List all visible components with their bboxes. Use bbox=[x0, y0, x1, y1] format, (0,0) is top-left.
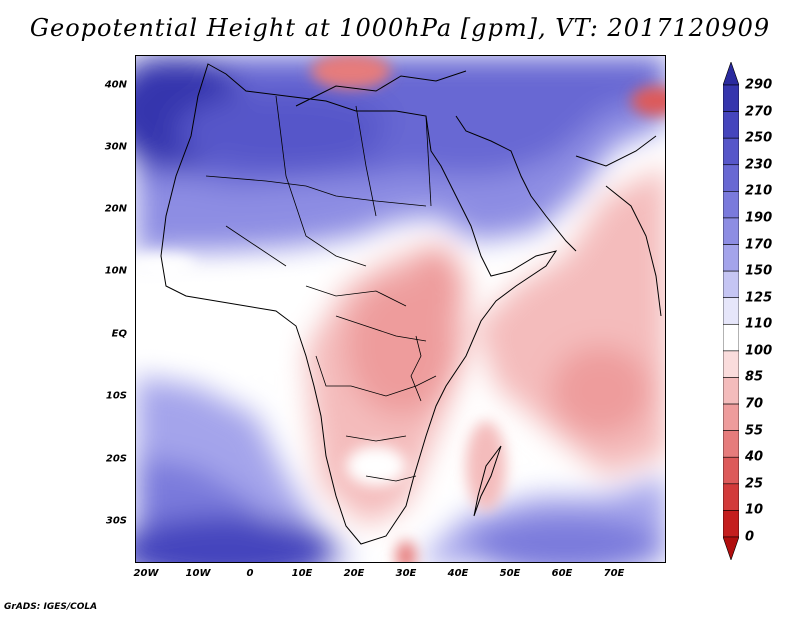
colorbar-arrow-top bbox=[723, 62, 739, 86]
lon-label-30e: 30E bbox=[395, 568, 417, 579]
lat-label-eq: EQ bbox=[111, 328, 127, 340]
colorbar-arrow-bottom bbox=[723, 536, 739, 560]
colorbar-swatch bbox=[723, 510, 739, 538]
credit-text: GrADS: IGES/COLA bbox=[4, 602, 98, 612]
colorbar-label: 230 bbox=[745, 157, 773, 173]
colorbar-swatch bbox=[723, 377, 739, 405]
lat-label-30n: 30N bbox=[104, 141, 127, 153]
lon-label-0: 0 bbox=[246, 568, 254, 579]
colorbar-label: 210 bbox=[745, 183, 773, 199]
lat-label-30s: 30S bbox=[105, 515, 127, 527]
colorbar-swatch bbox=[723, 483, 739, 511]
colorbar-label: 25 bbox=[745, 476, 764, 492]
colorbar-label: 100 bbox=[745, 343, 773, 359]
contour-map bbox=[136, 56, 665, 562]
colorbar-swatch bbox=[723, 456, 739, 485]
lon-label-20w: 20W bbox=[133, 568, 159, 579]
lon-label-40e: 40E bbox=[447, 568, 469, 579]
colorbar-swatch bbox=[723, 244, 739, 272]
lat-label-20n: 20N bbox=[104, 203, 127, 215]
colorbar-swatch bbox=[723, 403, 739, 431]
lat-label-10n: 10N bbox=[104, 265, 127, 277]
lat-label-40n: 40N bbox=[104, 79, 127, 91]
colorbar-label: 85 bbox=[745, 369, 764, 385]
colorbar-label: 190 bbox=[745, 210, 773, 226]
colorbar-swatch bbox=[723, 217, 739, 245]
lat-label-10s: 10S bbox=[105, 390, 127, 402]
colorbar-swatch bbox=[723, 323, 739, 352]
lon-label-10e: 10E bbox=[291, 568, 313, 579]
colorbar-label: 10 bbox=[745, 502, 764, 518]
colorbar-swatch bbox=[723, 297, 739, 325]
chart-title: Geopotential Height at 1000hPa [gpm], VT… bbox=[29, 14, 771, 42]
lon-label-60e: 60E bbox=[551, 568, 573, 579]
colorbar-swatch bbox=[723, 191, 739, 219]
colorbar-swatch bbox=[723, 111, 739, 139]
colorbar-swatch bbox=[723, 164, 739, 192]
colorbar-swatch bbox=[723, 350, 739, 378]
colorbar-label: 0 bbox=[745, 529, 755, 545]
map-panel bbox=[135, 55, 666, 563]
colorbar-label: 170 bbox=[745, 237, 773, 253]
colorbar-label: 125 bbox=[745, 290, 773, 306]
lon-label-10w: 10W bbox=[185, 568, 211, 579]
colorbar-swatch bbox=[723, 430, 739, 458]
colorbar-swatch bbox=[723, 137, 739, 166]
coastlines bbox=[160, 63, 662, 545]
height-field-blur bbox=[136, 56, 665, 562]
lon-label-70e: 70E bbox=[603, 568, 625, 579]
colorbar-label: 70 bbox=[745, 396, 764, 412]
colorbar-label: 250 bbox=[745, 130, 773, 146]
colorbar-label: 55 bbox=[745, 423, 764, 439]
lon-label-20e: 20E bbox=[343, 568, 365, 579]
colorbar-label: 40 bbox=[745, 449, 764, 465]
colorbar-swatch bbox=[723, 270, 739, 299]
colorbar-swatch bbox=[723, 84, 739, 112]
country-borders bbox=[205, 95, 437, 482]
colorbar-label: 150 bbox=[745, 263, 773, 279]
colorbar bbox=[723, 62, 739, 560]
colorbar-label: 270 bbox=[745, 104, 773, 120]
colorbar-label: 290 bbox=[745, 77, 773, 93]
lon-label-50e: 50E bbox=[499, 568, 521, 579]
lat-label-20s: 20S bbox=[105, 453, 127, 465]
colorbar-label: 110 bbox=[745, 316, 773, 332]
